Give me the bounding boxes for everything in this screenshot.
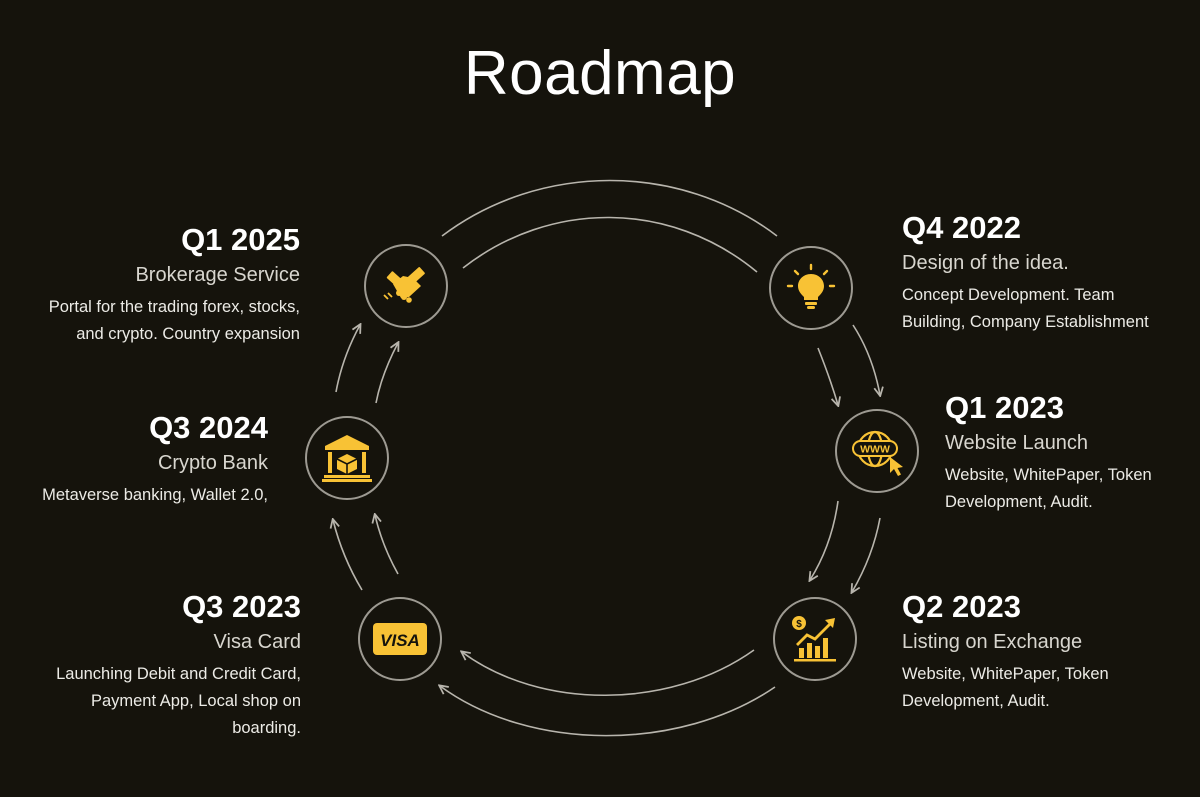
arrow-q3-2023-to-q3-2024-b bbox=[375, 515, 399, 575]
milestone-name: Brokerage Service bbox=[135, 264, 300, 286]
milestone-q2-2023: Q2 2023 Listing on Exchange Website, Whi… bbox=[902, 589, 1152, 715]
arrow-q1-2023-to-q2-2023-b bbox=[852, 517, 881, 592]
arrow-q2-2023-to-q3-2023-b bbox=[440, 686, 776, 737]
milestone-description: Concept Development. Team Building, Comp… bbox=[902, 286, 1149, 331]
arrow-q4-2022-to-q1-2023-a bbox=[817, 347, 838, 405]
svg-text:VISA: VISA bbox=[380, 631, 420, 650]
milestone-period: Q4 2022 bbox=[902, 210, 1021, 245]
milestone-name: Crypto Bank bbox=[157, 452, 268, 474]
milestone-description: Launching Debit and Credit Card, Payment… bbox=[56, 665, 301, 737]
node-q4-2022 bbox=[769, 246, 853, 330]
arrow-q3-2024-to-q1-2025-a bbox=[335, 325, 360, 393]
milestone-period: Q3 2023 bbox=[182, 589, 301, 624]
milestone-description: Website, WhitePaper, Token Development, … bbox=[902, 665, 1109, 710]
milestone-q3-2024: Q3 2024 Crypto Bank Metaverse banking, W… bbox=[0, 410, 268, 509]
milestone-description: Portal for the trading forex, stocks, an… bbox=[48, 298, 300, 343]
handshake-icon bbox=[383, 267, 425, 303]
arrow-q2-2023-to-q3-2023-a bbox=[462, 649, 755, 696]
svg-text:$: $ bbox=[796, 619, 802, 630]
node-q1-2025 bbox=[364, 244, 448, 328]
milestone-name: Website Launch bbox=[945, 432, 1089, 454]
arc-top-outer bbox=[441, 179, 778, 237]
svg-text:WWW: WWW bbox=[860, 444, 890, 456]
milestone-name: Listing on Exchange bbox=[902, 631, 1083, 653]
visa-card-icon: VISA bbox=[373, 623, 427, 655]
node-q3-2024 bbox=[305, 416, 389, 500]
milestone-name: Visa Card bbox=[213, 631, 301, 653]
arc-top-inner bbox=[462, 216, 758, 273]
node-q2-2023: $ bbox=[773, 597, 857, 681]
milestone-q1-2025: Q1 2025 Brokerage Service Portal for the… bbox=[0, 222, 300, 348]
arrow-q3-2024-to-q1-2025-b bbox=[375, 343, 398, 404]
milestone-period: Q1 2023 bbox=[945, 390, 1064, 425]
www-globe-icon: WWW bbox=[852, 430, 903, 476]
page-title: Roadmap bbox=[463, 39, 737, 108]
arrow-q3-2023-to-q3-2024-a bbox=[333, 520, 363, 591]
arrow-q1-2023-to-q2-2023-a bbox=[810, 500, 839, 580]
growth-chart-icon: $ bbox=[792, 616, 836, 662]
milestone-period: Q3 2024 bbox=[149, 410, 268, 445]
lightbulb-icon bbox=[786, 263, 836, 309]
arrow-q4-2022-to-q1-2023-b bbox=[852, 324, 880, 395]
milestone-q1-2023: Q1 2023 Website Launch Website, WhitePap… bbox=[945, 390, 1195, 516]
node-q3-2023: VISA bbox=[358, 597, 442, 681]
milestone-description: Metaverse banking, Wallet 2.0, bbox=[42, 486, 268, 504]
node-q1-2023: WWW bbox=[835, 409, 919, 493]
milestone-q4-2022: Q4 2022 Design of the idea. Concept Deve… bbox=[902, 210, 1192, 336]
milestone-name: Design of the idea. bbox=[902, 252, 1069, 274]
milestone-period: Q1 2025 bbox=[181, 222, 300, 257]
milestone-period: Q2 2023 bbox=[902, 589, 1021, 624]
milestone-description: Website, WhitePaper, Token Development, … bbox=[945, 466, 1152, 511]
bank-icon bbox=[322, 435, 372, 482]
milestone-q3-2023: Q3 2023 Visa Card Launching Debit and Cr… bbox=[0, 589, 301, 742]
